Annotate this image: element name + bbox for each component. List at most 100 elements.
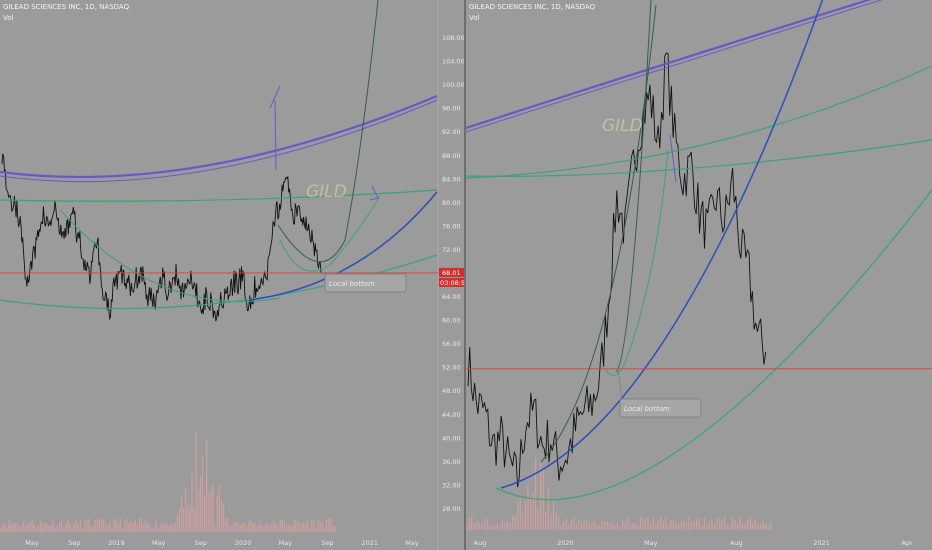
volume-bar (532, 492, 534, 530)
volume-bars (0, 430, 336, 532)
volume-bar (8, 519, 10, 532)
left-chart-header: GILEAD SCIENCES INC, 1D, NASDAQ Vol (3, 3, 129, 22)
volume-bar (199, 476, 201, 532)
volume-bar (598, 525, 601, 530)
volume-bar (243, 522, 246, 532)
volume-bar (731, 518, 733, 530)
left-chart-canvas[interactable]: GILD Local bottom 108.00 104.00 100.00 96.00 9… (0, 0, 464, 550)
drawn-arc (466, 65, 932, 179)
volume-bar (683, 520, 685, 530)
drawn-arc (466, 0, 872, 130)
volume-bar (478, 522, 480, 530)
symbol-watermark: GILD (602, 116, 643, 136)
volume-bar (294, 518, 296, 532)
volume-bar (2, 523, 4, 532)
volume-bar (239, 524, 241, 532)
volume-bar (575, 523, 578, 530)
volume-bar (634, 522, 636, 530)
volume-bar (75, 518, 77, 532)
volume-bar (25, 526, 27, 532)
volume-bar (235, 521, 237, 532)
volume-bar (143, 523, 145, 532)
volume-bar (201, 456, 204, 532)
callout-box[interactable] (324, 273, 407, 293)
x-tick-label: May (644, 539, 658, 547)
price-series-line (467, 52, 767, 488)
volume-bar (632, 523, 634, 530)
volume-bar (46, 523, 48, 532)
volume-bar (119, 519, 122, 532)
volume-bar (117, 524, 119, 532)
volume-bar (241, 523, 244, 532)
callout-pointer (317, 272, 328, 275)
volume-bar (611, 521, 613, 530)
volume-bar (527, 486, 529, 530)
volume-bar (517, 500, 519, 530)
volume-bar (759, 523, 762, 530)
volume-bar (555, 512, 557, 530)
left-chart-pane[interactable]: GILD Local bottom 108.00 104.00 100.00 96.00 9… (0, 0, 464, 550)
volume-bar (92, 526, 94, 532)
price-tag[interactable] (439, 267, 464, 277)
volume-bar (535, 457, 537, 530)
drawn-arc (279, 195, 381, 272)
volume-bar (94, 520, 96, 532)
volume-bar (757, 524, 759, 530)
volume-bar (79, 518, 82, 532)
x-tick-label: Aug (730, 539, 743, 547)
volume-bar (71, 527, 73, 532)
volume-bar (729, 525, 731, 530)
volume-bar (504, 522, 506, 530)
y-tick-label: 40.00 (442, 434, 461, 442)
volume-bar (67, 519, 69, 532)
volume-bar (644, 518, 647, 530)
volume-bar (680, 521, 682, 530)
volume-bar (696, 518, 698, 530)
drawn-arc (495, 189, 932, 501)
volume-bar (529, 497, 532, 530)
symbol-title: GILEAD SCIENCES INC, 1D, NASDAQ (3, 3, 130, 11)
volume-bar (307, 520, 309, 532)
volume-bar (499, 525, 501, 530)
volume-bar (596, 524, 598, 530)
volume-bar (483, 519, 486, 530)
volume-bar (586, 519, 588, 530)
x-tick-label: Sep (68, 539, 80, 547)
volume-bar (6, 527, 8, 532)
volume-bar (172, 526, 174, 532)
volume-bar (0, 527, 2, 532)
volume-bar (522, 513, 524, 530)
x-tick-label: 2021 (362, 539, 379, 547)
volume-bar (494, 525, 496, 530)
volume-label: Vol (3, 14, 14, 22)
volume-bar (713, 524, 716, 530)
volume-bar (665, 517, 667, 530)
volume-bar (323, 527, 326, 532)
pane-divider[interactable] (464, 0, 466, 550)
y-tick-label: 64.00 (442, 293, 461, 301)
volume-bar (311, 520, 313, 532)
volume-bar (161, 522, 164, 532)
volume-bar (711, 519, 713, 530)
callout-box[interactable] (619, 398, 702, 418)
volume-bar (688, 516, 690, 530)
volume-bar (168, 526, 170, 532)
volume-bar (65, 524, 67, 532)
volume-bar (50, 524, 52, 532)
y-tick-label: 104.00 (442, 58, 464, 66)
volume-bar (509, 523, 511, 530)
drawn-arc (0, 254, 438, 310)
volume-bar (147, 522, 149, 532)
volume-bar (742, 523, 744, 530)
y-tick-label: 56.00 (442, 340, 461, 348)
volume-bar (220, 500, 223, 532)
volume-bar (481, 522, 483, 530)
volume-bar (627, 516, 629, 530)
volume-bar (616, 522, 618, 530)
price-tag-label: 68.01 (442, 269, 461, 277)
volume-bar (159, 524, 162, 532)
volume-bar (82, 527, 84, 532)
drawn-arrow (369, 197, 379, 201)
